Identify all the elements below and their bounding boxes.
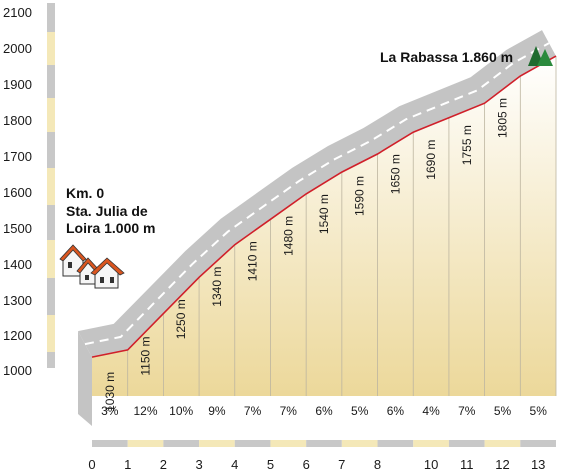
x-scale-stripe (199, 440, 235, 447)
x-scale-stripe (520, 440, 556, 447)
segment-elevation-label: 1250 m (174, 299, 188, 339)
segment-grade-labels: 3% 12% 10% 9% 7% 7% 6% 5% 6% 4% 7% 5% 5% (101, 404, 547, 418)
x-tick-label: 2 (160, 457, 167, 472)
segment-grade-label: 5% (494, 404, 512, 418)
x-scale-stripe (92, 440, 128, 447)
y-tick-label: 1600 (3, 185, 32, 200)
y-tick-label: 1200 (3, 328, 32, 343)
road-band-left-side (78, 331, 92, 426)
x-tick-label: 8 (374, 457, 381, 472)
segment-elevation-label: 1690 m (424, 140, 438, 180)
x-tick-label: 7 (338, 457, 345, 472)
x-axis-scale-bar (92, 440, 556, 447)
segment-grade-label: 7% (244, 404, 262, 418)
y-scale-stripe (47, 65, 55, 98)
y-tick-label: 1500 (3, 221, 32, 236)
x-tick-label: 10 (424, 457, 438, 472)
segment-elevation-labels: 1030 m 1150 m 1250 m 1340 m 1410 m 1480 m 1540… (103, 98, 510, 412)
y-tick-label: 1700 (3, 149, 32, 164)
segment-grade-label: 3% (101, 404, 119, 418)
x-scale-stripe (341, 440, 378, 447)
y-tick-label: 1800 (3, 113, 32, 128)
segment-grade-label: 12% (133, 404, 157, 418)
y-axis-tick-labels: 1000 1200 1300 1400 1500 1600 1700 1800 1900 2000… (3, 5, 32, 378)
end-annotation: La Rabassa 1.860 m (380, 46, 553, 66)
x-tick-label: 0 (88, 457, 95, 472)
segment-elevation-label: 1480 m (281, 216, 295, 256)
segment-grade-label: 6% (315, 404, 333, 418)
road-band (78, 30, 556, 358)
y-scale-stripe (47, 240, 55, 278)
segment-elevation-label: 1590 m (353, 176, 367, 216)
x-scale-stripe (413, 440, 449, 447)
end-label: La Rabassa 1.860 m (380, 49, 513, 65)
x-scale-stripe (484, 440, 521, 447)
profile-area-fill (92, 56, 556, 396)
x-tick-label: 11 (460, 457, 474, 472)
segment-elevation-label: 1755 m (460, 125, 474, 165)
segment-grade-label: 5% (351, 404, 369, 418)
y-tick-label: 1900 (3, 77, 32, 92)
start-annotation: Km. 0 Sta. Julia de Loira 1.000 m (59, 185, 156, 289)
x-scale-stripe (448, 440, 485, 447)
y-axis-scale-bar (47, 3, 55, 368)
x-tick-label: 4 (231, 457, 238, 472)
segment-dividers (127, 56, 557, 396)
x-scale-stripe (270, 440, 307, 447)
segment-grade-label: 10% (169, 404, 193, 418)
x-axis-tick-labels: 0 1 2 3 4 5 6 7 8 10 11 12 13 (88, 457, 545, 472)
segment-elevation-label: 1340 m (210, 267, 224, 307)
segment-elevation-label: 1410 m (246, 241, 260, 281)
segment-grade-label: 6% (387, 404, 405, 418)
y-scale-stripe (47, 205, 55, 240)
start-label-line-2: Sta. Julia de (66, 203, 148, 219)
x-tick-label: 12 (495, 457, 509, 472)
x-scale-stripe (127, 440, 164, 447)
x-tick-label: 1 (124, 457, 131, 472)
y-tick-label: 1300 (3, 293, 32, 308)
x-tick-label: 6 (303, 457, 310, 472)
y-tick-label: 1400 (3, 257, 32, 272)
pine-trees-icon (528, 46, 553, 66)
start-label-line-1: Km. 0 (66, 185, 104, 201)
y-tick-label: 1000 (3, 363, 32, 378)
start-label-line-3: Loira 1.000 m (66, 220, 156, 236)
y-tick-label: 2100 (3, 5, 32, 20)
y-scale-stripe (47, 32, 55, 65)
segment-elevation-label: 1650 m (388, 154, 402, 194)
x-tick-label: 13 (531, 457, 545, 472)
x-tick-label: 3 (195, 457, 202, 472)
segment-elevation-label: 1030 m (103, 372, 117, 412)
y-scale-stripe (47, 278, 55, 315)
segment-grade-label: 7% (458, 404, 476, 418)
x-scale-stripe (234, 440, 271, 447)
profile-line (91, 55, 557, 358)
segment-grade-label: 4% (422, 404, 440, 418)
x-tick-label: 5 (267, 457, 274, 472)
segment-elevation-label: 1150 m (139, 336, 153, 375)
road-center-dashes (84, 42, 550, 346)
segment-elevation-label: 1805 m (496, 98, 510, 138)
segment-elevation-label: 1540 m (317, 194, 331, 234)
x-scale-stripe (377, 440, 414, 447)
x-scale-stripe (163, 440, 200, 447)
y-scale-stripe (47, 132, 55, 168)
segment-grade-label: 9% (208, 404, 226, 418)
x-scale-stripe (306, 440, 342, 447)
y-scale-stripe (47, 315, 55, 352)
segment-grade-label: 7% (280, 404, 298, 418)
village-houses-icon (59, 244, 125, 289)
road-band-side (78, 331, 92, 426)
y-tick-label: 2000 (3, 41, 32, 56)
y-scale-stripe (47, 352, 55, 368)
segment-grade-label: 5% (530, 404, 548, 418)
y-scale-stripe (47, 168, 55, 205)
y-scale-stripe (47, 98, 55, 132)
y-scale-stripe (47, 3, 55, 32)
